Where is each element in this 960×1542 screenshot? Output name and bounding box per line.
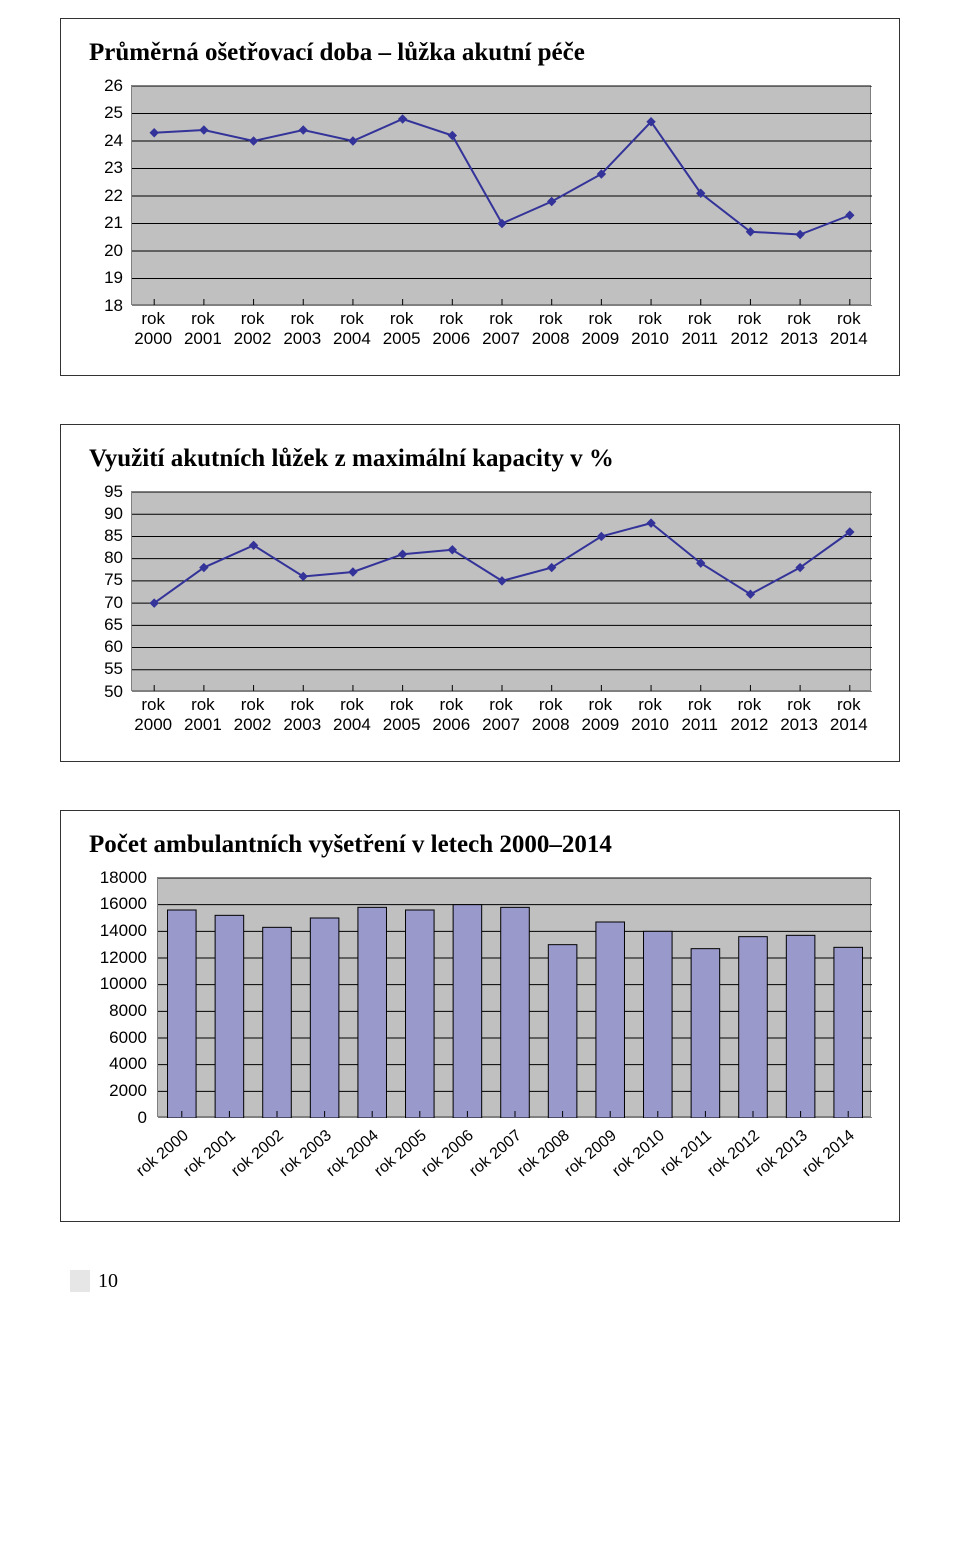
x-tick-label: rok2004 [328,309,376,348]
chart-title: Využití akutních lůžek z maximální kapac… [89,445,871,473]
bar-chart-outpatient: 1800016000140001200010000800060004000200… [89,877,871,1197]
x-tick-label: rok2006 [427,309,475,348]
y-tick-label: 8000 [109,1002,147,1019]
x-axis: rok2000rok2001rok2002rok2003rok2004rok20… [131,309,871,355]
x-tick-label: rok 2004 [323,1127,382,1181]
x-tick-label: rok2012 [725,695,773,734]
page-number-area: 10 [70,1270,960,1293]
x-tick-label: rok 2012 [704,1127,763,1181]
page: Průměrná ošetřovací doba – lůžka akutní … [0,0,960,1323]
x-tick-label: rok2005 [378,309,426,348]
x-tick-label: rok 2009 [561,1127,620,1181]
x-tick-label: rok2002 [229,695,277,734]
y-tick-label: 18000 [100,869,147,886]
x-tick-label: rok 2013 [752,1127,811,1181]
x-tick-label: rok2010 [626,695,674,734]
y-tick-label: 20 [104,242,123,259]
x-tick-label: rok2011 [676,695,724,734]
chart-panel-utilization: Využití akutních lůžek z maximální kapac… [60,424,900,762]
chart-title: Průměrná ošetřovací doba – lůžka akutní … [89,39,871,67]
x-tick-label: rok2012 [725,309,773,348]
y-tick-label: 14000 [100,922,147,939]
chart-panel-outpatient: Počet ambulantních vyšetření v letech 20… [60,810,900,1222]
y-tick-label: 85 [104,527,123,544]
y-tick-label: 90 [104,505,123,522]
y-tick-label: 60 [104,638,123,655]
y-tick-label: 24 [104,132,123,149]
y-axis: 262524232221201918 [89,85,131,305]
x-tick-label: rok2000 [129,309,177,348]
plot-area [131,491,871,691]
line-chart-care-days: 262524232221201918rok2000rok2001rok2002r… [89,85,871,351]
y-tick-label: 2000 [109,1082,147,1099]
chart-title: Počet ambulantních vyšetření v letech 20… [89,831,871,859]
x-tick-label: rok 2007 [466,1127,525,1181]
x-tick-label: rok2003 [278,695,326,734]
y-tick-label: 23 [104,159,123,176]
y-tick-label: 25 [104,104,123,121]
x-tick-label: rok2008 [527,695,575,734]
y-tick-label: 70 [104,594,123,611]
x-tick-label: rok2001 [179,695,227,734]
x-tick-label: rok2014 [825,695,873,734]
chart-panel-care-days: Průměrná ošetřovací doba – lůžka akutní … [60,18,900,376]
y-tick-label: 19 [104,269,123,286]
x-tick-label: rok 2005 [371,1127,430,1181]
line-chart-utilization: 95908580757065605550rok2000rok2001rok200… [89,491,871,737]
y-tick-label: 22 [104,187,123,204]
x-tick-label: rok 2006 [419,1127,478,1181]
y-tick-label: 0 [138,1109,147,1126]
x-tick-label: rok2000 [129,695,177,734]
x-tick-label: rok 2001 [181,1127,240,1181]
x-tick-label: rok 2008 [514,1127,573,1181]
y-axis: 95908580757065605550 [89,491,131,691]
y-tick-label: 21 [104,214,123,231]
x-tick-label: rok2005 [378,695,426,734]
x-tick-label: rok2011 [676,309,724,348]
y-tick-label: 80 [104,549,123,566]
x-tick-label: rok 2003 [276,1127,335,1181]
y-axis: 1800016000140001200010000800060004000200… [89,877,157,1117]
y-tick-label: 75 [104,571,123,588]
x-tick-label: rok2001 [179,309,227,348]
y-tick-label: 16000 [100,895,147,912]
plot-area [131,85,871,305]
y-tick-label: 18 [104,297,123,314]
x-tick-label: rok 2010 [609,1127,668,1181]
x-tick-label: rok 2002 [228,1127,287,1181]
x-tick-label: rok2003 [278,309,326,348]
x-tick-label: rok2008 [527,309,575,348]
x-tick-label: rok2006 [427,695,475,734]
plot-area [157,877,871,1117]
y-tick-label: 26 [104,77,123,94]
y-tick-label: 6000 [109,1029,147,1046]
page-number: 10 [98,1270,118,1292]
x-tick-label: rok 2011 [658,1127,716,1180]
x-tick-label: rok2004 [328,695,376,734]
x-tick-label: rok2007 [477,695,525,734]
x-tick-label: rok2009 [576,695,624,734]
y-tick-label: 65 [104,616,123,633]
y-tick-label: 12000 [100,949,147,966]
x-tick-label: rok 2000 [133,1127,192,1181]
y-tick-label: 55 [104,660,123,677]
x-tick-label: rok2002 [229,309,277,348]
y-tick-label: 95 [104,483,123,500]
x-tick-label: rok2013 [775,309,823,348]
x-tick-label: rok2014 [825,309,873,348]
x-tick-label: rok2010 [626,309,674,348]
page-number-ornament [70,1270,90,1292]
x-axis: rok 2000rok 2001rok 2002rok 2003rok 2004… [157,1121,871,1201]
x-axis: rok2000rok2001rok2002rok2003rok2004rok20… [131,695,871,741]
x-tick-label: rok2013 [775,695,823,734]
x-tick-label: rok2007 [477,309,525,348]
y-tick-label: 4000 [109,1055,147,1072]
y-tick-label: 50 [104,683,123,700]
y-tick-label: 10000 [100,975,147,992]
x-tick-label: rok2009 [576,309,624,348]
x-tick-label: rok 2014 [799,1127,858,1181]
